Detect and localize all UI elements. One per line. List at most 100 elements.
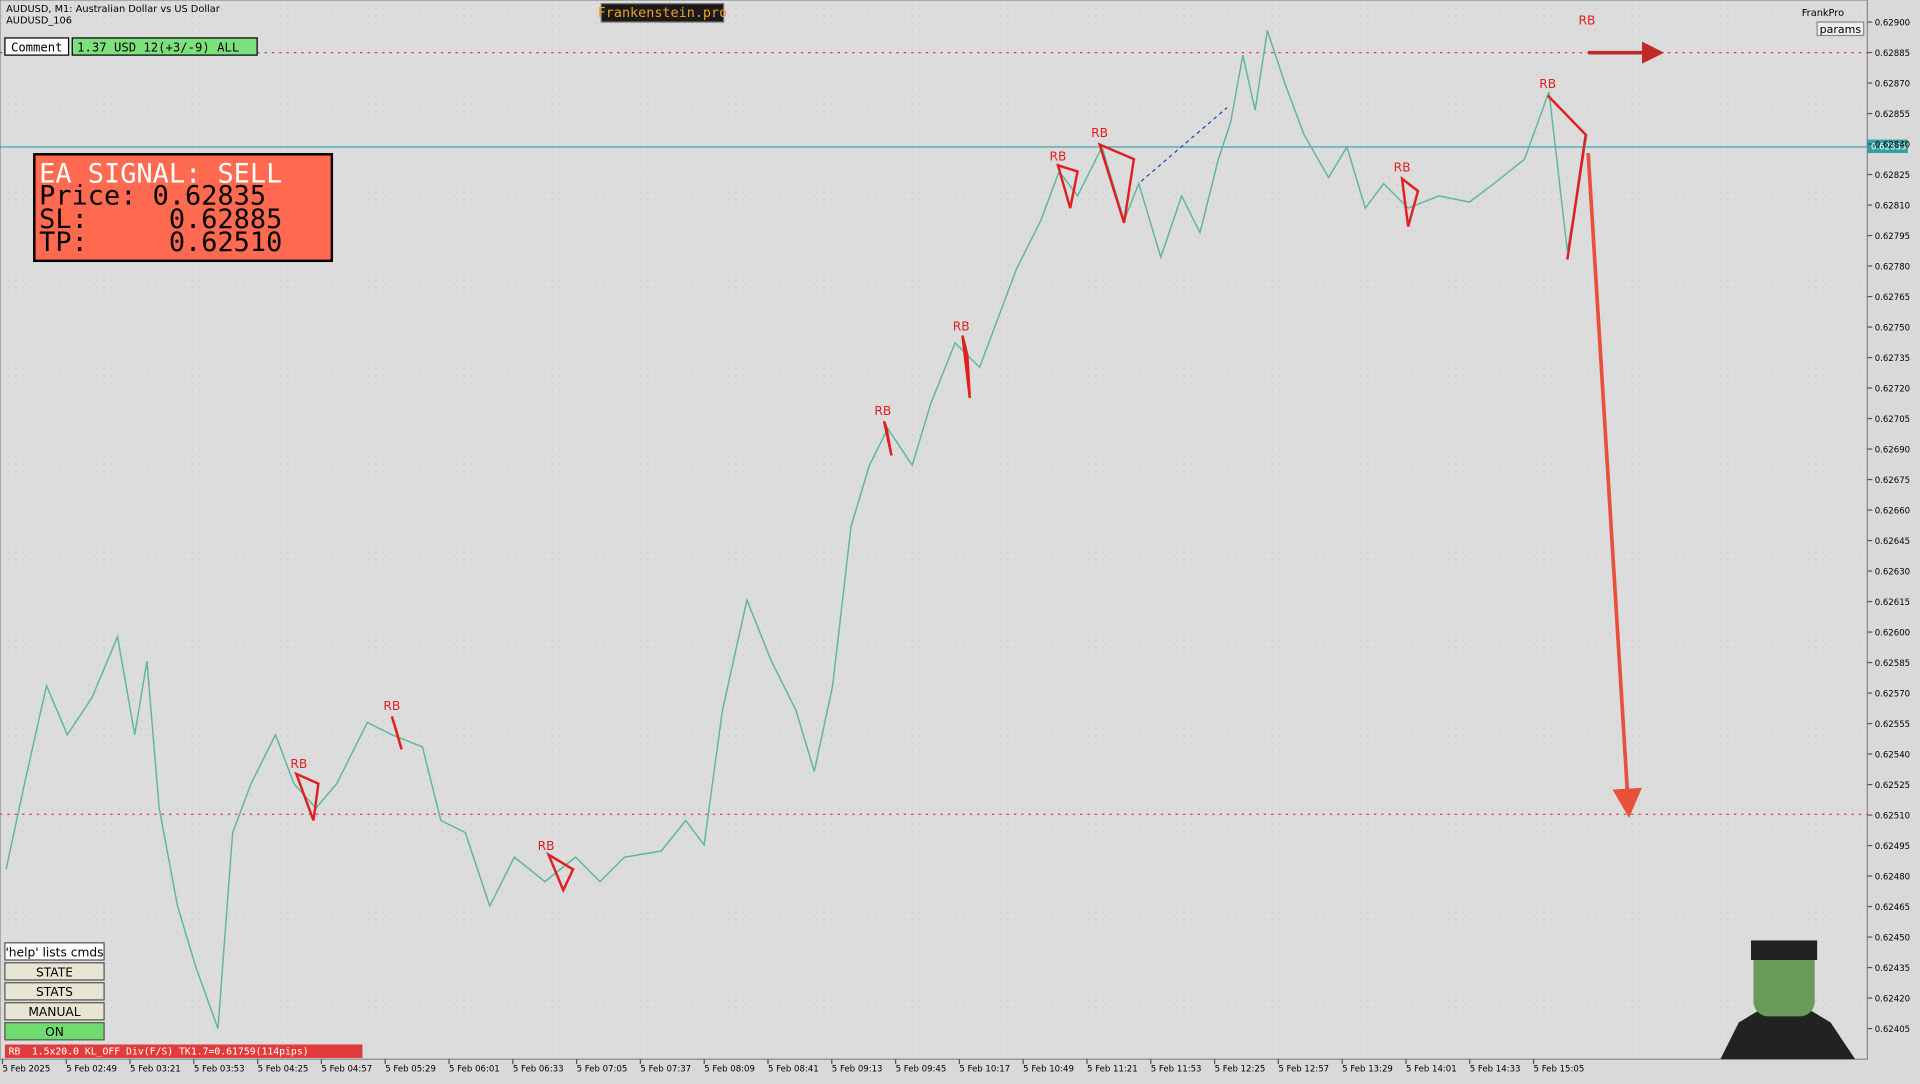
price-label: 0.62690 <box>1875 446 1910 456</box>
price-label: 0.62570 <box>1875 690 1910 700</box>
price-label: 0.62555 <box>1875 720 1910 730</box>
price-label: 0.62855 <box>1875 110 1910 120</box>
status-bar <box>4 1044 363 1058</box>
price-label: 0.62660 <box>1875 507 1910 517</box>
button[interactable] <box>4 1022 105 1041</box>
price-label: 0.62735 <box>1875 354 1910 364</box>
price-label: 0.62825 <box>1875 171 1910 181</box>
pattern-label: RB <box>953 320 970 334</box>
patterns <box>294 94 1588 894</box>
pattern-label: RB <box>1394 160 1411 174</box>
time-label: 5 Feb 10:49 <box>1023 1064 1074 1074</box>
signal-title: EA SIGNAL: SELL <box>39 158 282 189</box>
price-label: 0.62750 <box>1875 324 1910 334</box>
time-label: 5 Feb 06:01 <box>449 1064 500 1074</box>
time-label: 5 Feb 09:45 <box>896 1064 947 1074</box>
price-label: 0.62615 <box>1875 598 1910 608</box>
price-label: 0.62585 <box>1875 659 1910 669</box>
signal-tp: TP: 0.62510 <box>39 227 282 258</box>
user: FrankPro <box>1802 8 1844 19</box>
current-price: 0.62839 <box>1871 142 1906 152</box>
price-label: 0.62780 <box>1875 263 1910 273</box>
button[interactable] <box>4 962 105 981</box>
button-label: MANUAL <box>28 1005 80 1019</box>
time-label: 5 Feb 08:09 <box>704 1064 755 1074</box>
price-label: 0.62540 <box>1875 751 1910 761</box>
time-label: 5 Feb 12:57 <box>1278 1064 1329 1074</box>
price-label: 0.62465 <box>1875 903 1910 913</box>
pattern-label: RB <box>383 699 400 713</box>
brand-box <box>600 3 725 23</box>
price-label: 0.62405 <box>1875 1025 1910 1035</box>
price-label: 0.62450 <box>1875 934 1910 944</box>
button-label: 'help' lists cmds <box>5 945 103 959</box>
price-label: 0.62525 <box>1875 781 1910 791</box>
button-label: STATE <box>36 965 73 979</box>
time-label: 5 Feb 07:05 <box>577 1064 628 1074</box>
price-label: 0.62900 <box>1875 19 1910 29</box>
button[interactable] <box>4 942 105 961</box>
price-label: 0.62705 <box>1875 415 1910 425</box>
price-label: 0.62645 <box>1875 537 1910 547</box>
time-label: 5 Feb 14:01 <box>1406 1064 1457 1074</box>
price-label: 0.62600 <box>1875 629 1910 639</box>
time-label: 5 Feb 11:21 <box>1087 1064 1138 1074</box>
pattern-label: RB <box>290 757 307 771</box>
price-label: 0.62720 <box>1875 385 1910 395</box>
pattern-label: RB <box>1578 13 1595 27</box>
pattern-label: RB <box>538 839 555 853</box>
status-tag: RB <box>9 1046 21 1057</box>
signal-arrow <box>1586 152 1642 818</box>
signal-box <box>33 153 334 263</box>
price-label: 0.62495 <box>1875 842 1910 852</box>
time-label: 5 Feb 10:17 <box>959 1064 1010 1074</box>
button[interactable] <box>4 982 105 1001</box>
pattern-label: RB <box>1091 126 1108 140</box>
time-label: 5 Feb 07:37 <box>640 1064 691 1074</box>
time-label: 5 Feb 04:25 <box>258 1064 309 1074</box>
pattern-label: RB <box>874 404 891 418</box>
price-label: 0.62795 <box>1875 232 1910 242</box>
time-label: 5 Feb 08:41 <box>768 1064 819 1074</box>
price-label: 0.62510 <box>1875 812 1910 822</box>
current-price-tag <box>1867 139 1908 154</box>
pattern-label: RB <box>1539 77 1556 91</box>
status-text: 1.5x20.0 KL_OFF Div(F/S) TK1.7=0.61759(1… <box>32 1046 309 1057</box>
time-label: 5 Feb 13:29 <box>1342 1064 1393 1074</box>
params-label: params <box>1820 23 1862 36</box>
comment-text: 1.37 USD 12(+3/-9) ALL <box>77 40 239 54</box>
button-label: ON <box>45 1025 64 1039</box>
time-label: 5 Feb 09:13 <box>832 1064 883 1074</box>
price-label: 0.62675 <box>1875 476 1910 486</box>
account: AUDUSD_106 <box>6 15 72 26</box>
price-label: 0.62840 <box>1875 141 1910 151</box>
button[interactable] <box>4 1002 105 1021</box>
price-label: 0.62420 <box>1875 995 1910 1005</box>
price-label: 0.62765 <box>1875 293 1910 303</box>
comment-box <box>71 37 258 56</box>
time-label: 5 Feb 03:21 <box>130 1064 181 1074</box>
button-label: STATS <box>36 985 73 999</box>
time-label: 5 Feb 14:33 <box>1470 1064 1521 1074</box>
comment-label: Comment <box>11 40 63 54</box>
price-label: 0.62870 <box>1875 80 1910 90</box>
mascot <box>1720 940 1856 1060</box>
price-label: 0.62885 <box>1875 49 1910 59</box>
price-line <box>5 30 1588 1029</box>
time-label: 5 Feb 03:53 <box>194 1064 245 1074</box>
comment-label-box <box>4 37 70 56</box>
pattern-label: RB <box>1050 149 1067 163</box>
brand: Frankenstein.pro <box>598 6 728 21</box>
time-label: 5 Feb 11:53 <box>1151 1064 1202 1074</box>
time-label: 5 Feb 06:33 <box>513 1064 564 1074</box>
time-label: 5 Feb 05:29 <box>385 1064 436 1074</box>
price-label: 0.62810 <box>1875 202 1910 212</box>
time-label: 5 Feb 12:25 <box>1215 1064 1266 1074</box>
time-label: 5 Feb 02:49 <box>66 1064 117 1074</box>
price-label: 0.62480 <box>1875 873 1910 883</box>
time-label: 5 Feb 2025 <box>2 1064 50 1074</box>
price-label: 0.62435 <box>1875 964 1910 974</box>
params-button[interactable] <box>1816 21 1865 37</box>
signal-price: Price: 0.62835 <box>39 180 266 211</box>
